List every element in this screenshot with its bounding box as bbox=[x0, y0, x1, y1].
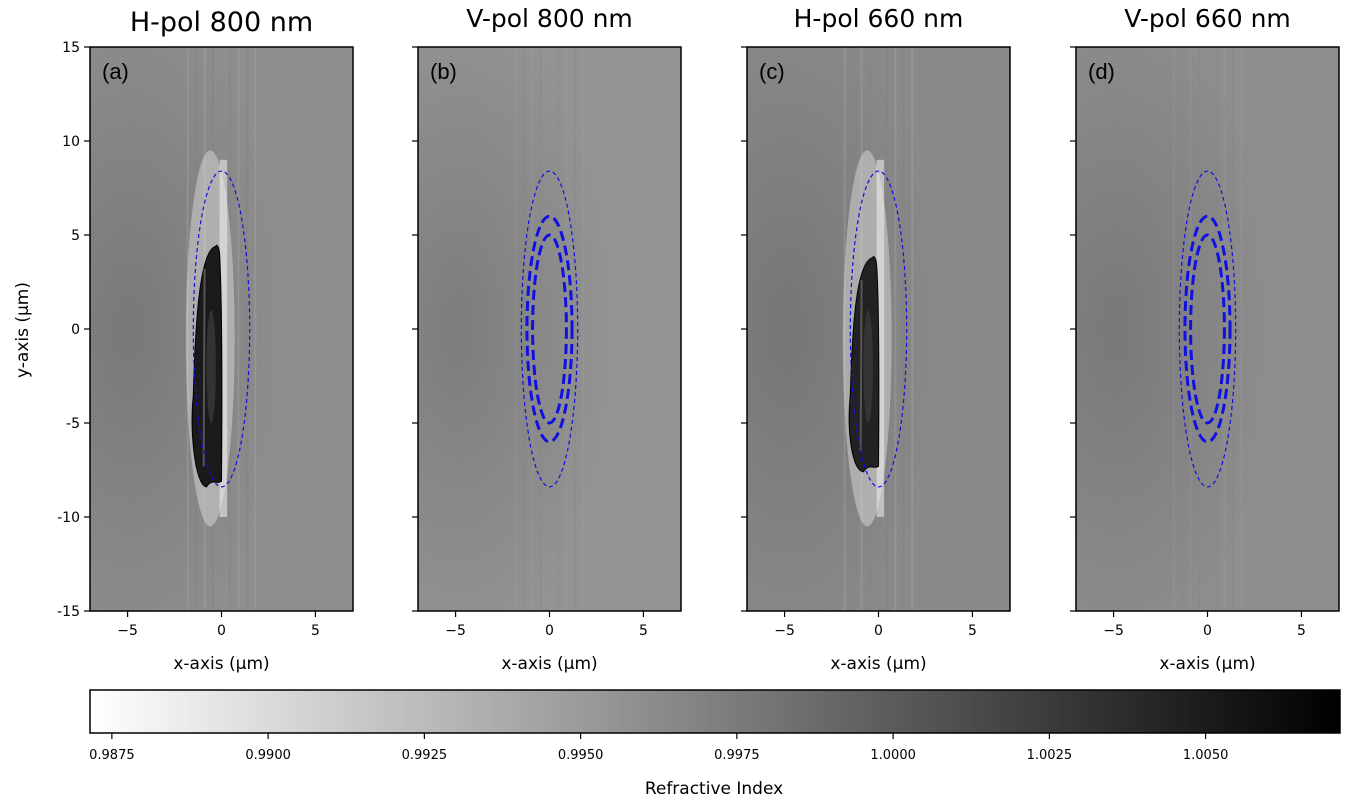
bright-streak bbox=[219, 159, 228, 518]
lobe-seam bbox=[859, 280, 863, 452]
panel-shading bbox=[1076, 47, 1339, 611]
colorbar-tick-label: 0.9925 bbox=[402, 748, 448, 763]
panel-title: V-pol 800 nm bbox=[466, 4, 633, 33]
panel-d: V-pol 660 nm (d) −5 0 5 x-axis (µm) bbox=[1070, 4, 1340, 674]
fringe bbox=[1231, 47, 1234, 611]
fringe bbox=[1198, 47, 1201, 611]
panel-title: H-pol 660 nm bbox=[794, 4, 964, 33]
y-tick-label: 10 bbox=[62, 134, 80, 150]
x-axis-label: x-axis (µm) bbox=[1159, 654, 1255, 674]
x-tick-label: −5 bbox=[1103, 623, 1124, 639]
fringe bbox=[228, 47, 231, 611]
panel-label: (d) bbox=[1088, 59, 1115, 84]
fringe bbox=[911, 47, 914, 611]
fringe bbox=[186, 47, 189, 611]
x-tick-label: −5 bbox=[117, 623, 138, 639]
fringe bbox=[894, 47, 897, 611]
panel-title: V-pol 660 nm bbox=[1124, 4, 1291, 33]
x-tick-label: 5 bbox=[311, 623, 320, 639]
colorbar: 0.9875 0.9900 0.9925 0.9950 0.9975 1.0000 1.00… bbox=[89, 689, 1341, 799]
dark-feature bbox=[842, 150, 892, 527]
lobe-core bbox=[863, 310, 873, 423]
contour-line bbox=[525, 214, 574, 444]
x-tick-label: 0 bbox=[1203, 623, 1212, 639]
fringe bbox=[540, 47, 543, 611]
dark-feature bbox=[185, 150, 235, 527]
y-tick-label: 15 bbox=[62, 40, 80, 56]
colorbar-tick-label: 1.0000 bbox=[870, 748, 916, 763]
contour-line bbox=[531, 233, 568, 425]
colorbar-tick-label: 0.9900 bbox=[245, 748, 291, 763]
panel-c: H-pol 660 nm (c) −5 0 5 x-axis (µm) bbox=[741, 4, 1011, 674]
contours bbox=[520, 170, 579, 488]
x-tick-label: 0 bbox=[545, 623, 554, 639]
colorbar-ticks: 0.9875 0.9900 0.9925 0.9950 0.9975 1.0000 1.00… bbox=[89, 733, 1228, 763]
panel-a: H-pol 800 nm(a) −5 0 5 x-axis (µm) 15 10 5 0 -5 -1… bbox=[57, 7, 354, 674]
colorbar-gradient bbox=[89, 689, 1341, 734]
contour-line bbox=[520, 170, 579, 488]
panel-label: (b) bbox=[430, 59, 457, 84]
panels: H-pol 800 nm(a) −5 0 5 x-axis (µm) 15 10 5 0 -5 -1… bbox=[57, 4, 1340, 674]
x-tick-label: 5 bbox=[1297, 623, 1306, 639]
fringe bbox=[885, 47, 888, 611]
fringe bbox=[556, 47, 559, 611]
fringe bbox=[254, 47, 257, 611]
panel-b: V-pol 800 nm (b) −5 0 5 x-axis (µm) bbox=[412, 4, 682, 674]
contour-line bbox=[1183, 214, 1232, 444]
fringe bbox=[523, 47, 526, 611]
lobe-core bbox=[206, 310, 216, 423]
x-tick-label: 0 bbox=[874, 623, 883, 639]
colorbar-label: Refractive Index bbox=[645, 779, 783, 799]
x-tick-label: −5 bbox=[774, 623, 795, 639]
colorbar-tick-label: 1.0050 bbox=[1183, 748, 1229, 763]
contour-line bbox=[849, 170, 908, 488]
x-axis-label: x-axis (µm) bbox=[830, 654, 926, 674]
colorbar-tick-label: 1.0025 bbox=[1027, 748, 1073, 763]
x-axis-label: x-axis (µm) bbox=[501, 654, 597, 674]
panel-shading bbox=[418, 47, 681, 611]
contours bbox=[192, 170, 251, 488]
x-tick-label: 5 bbox=[968, 623, 977, 639]
contours bbox=[1178, 170, 1237, 488]
fringe bbox=[1214, 47, 1217, 611]
fringe bbox=[902, 47, 905, 611]
contour-line bbox=[1189, 233, 1226, 425]
contour-line bbox=[1178, 170, 1237, 488]
lobe-seam bbox=[202, 268, 206, 467]
y-tick-label: -15 bbox=[57, 604, 80, 620]
fringe bbox=[1240, 47, 1243, 611]
y-tick-label: 0 bbox=[71, 322, 80, 338]
fringe bbox=[514, 47, 517, 611]
colorbar-tick-label: 0.9975 bbox=[714, 748, 760, 763]
x-tick-label: −5 bbox=[445, 623, 466, 639]
panel-label: (c) bbox=[759, 59, 785, 84]
contour-line bbox=[192, 170, 251, 488]
contours bbox=[849, 170, 908, 488]
fringe bbox=[1181, 47, 1184, 611]
y-tick-label: -5 bbox=[66, 416, 80, 432]
fringe bbox=[573, 47, 576, 611]
fringe bbox=[237, 47, 240, 611]
fringe bbox=[1172, 47, 1175, 611]
x-axis-label: x-axis (µm) bbox=[173, 654, 269, 674]
y-tick-label: -10 bbox=[57, 510, 80, 526]
panel-title: H-pol 800 nm bbox=[130, 7, 313, 38]
fringe bbox=[843, 47, 846, 611]
colorbar-tick-label: 0.9950 bbox=[558, 748, 604, 763]
y-tick-label: 5 bbox=[71, 228, 80, 244]
y-axis-label: y-axis (µm) bbox=[13, 282, 33, 378]
fringe bbox=[245, 47, 248, 611]
x-tick-label: 0 bbox=[217, 623, 226, 639]
panel-label: (a) bbox=[102, 59, 129, 84]
colorbar-tick-label: 0.9875 bbox=[89, 748, 135, 763]
bright-streak bbox=[876, 159, 885, 518]
x-tick-label: 5 bbox=[639, 623, 648, 639]
fringe bbox=[582, 47, 585, 611]
